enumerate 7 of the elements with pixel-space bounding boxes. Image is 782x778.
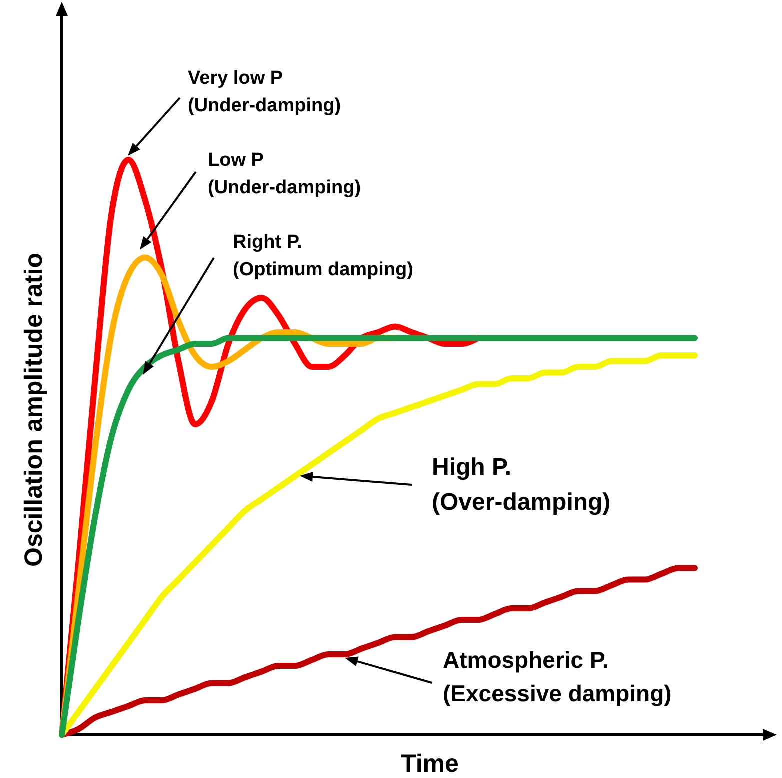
text: Very low P (Under-damping) xyxy=(188,68,342,117)
x-axis-title: Time xyxy=(401,750,460,778)
annotation: Right P. (Optimum damping) xyxy=(233,232,414,281)
annotation: Atmospheric P. (Excessive damping) xyxy=(443,647,672,706)
y-axis-title: Oscillation amplitude ratio xyxy=(20,253,48,567)
annotation: Low P (Under-damping) xyxy=(208,150,362,199)
annotation: High P. (Over-damping) xyxy=(432,454,611,516)
